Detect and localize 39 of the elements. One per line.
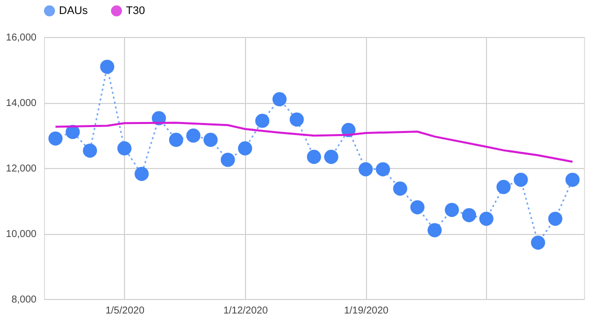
- point: [530, 236, 546, 250]
- point: [100, 60, 114, 74]
- x-tick-label: 1/5/2020: [105, 306, 145, 316]
- y-tick-label: 8,000: [11, 294, 37, 306]
- point: [376, 162, 390, 176]
- point: [514, 172, 528, 187]
- point: [306, 150, 322, 164]
- point: [238, 141, 252, 156]
- point: [204, 132, 218, 147]
- point: [428, 223, 442, 238]
- point: [496, 180, 511, 194]
- legend-label: T30: [126, 4, 145, 17]
- line-series: [54, 122, 574, 163]
- point: [548, 212, 562, 226]
- point: [393, 182, 408, 196]
- point: [82, 144, 98, 158]
- point: [479, 212, 494, 226]
- point: [117, 141, 132, 156]
- point: [186, 128, 200, 143]
- x-tick-label: 1/19/2020: [344, 306, 389, 316]
- point: [290, 112, 304, 127]
- point: [48, 131, 63, 146]
- point: [565, 172, 580, 187]
- point: [410, 200, 424, 214]
- y-tick-label: 14,000: [6, 98, 37, 109]
- point: [324, 150, 338, 164]
- y-tick-label: 12,000: [6, 164, 37, 174]
- point: [358, 162, 373, 176]
- point: [134, 166, 149, 181]
- point: [169, 132, 184, 147]
- legend-label: DAUs: [59, 4, 88, 17]
- point: [462, 208, 476, 222]
- point: [272, 92, 287, 106]
- y-tick-label: 10,000: [6, 229, 37, 240]
- point: [444, 202, 459, 217]
- point: [255, 114, 270, 128]
- x-tick-label: 1/12/2020: [223, 306, 268, 316]
- y-tick-label: 16,000: [6, 32, 37, 44]
- point: [220, 152, 235, 167]
